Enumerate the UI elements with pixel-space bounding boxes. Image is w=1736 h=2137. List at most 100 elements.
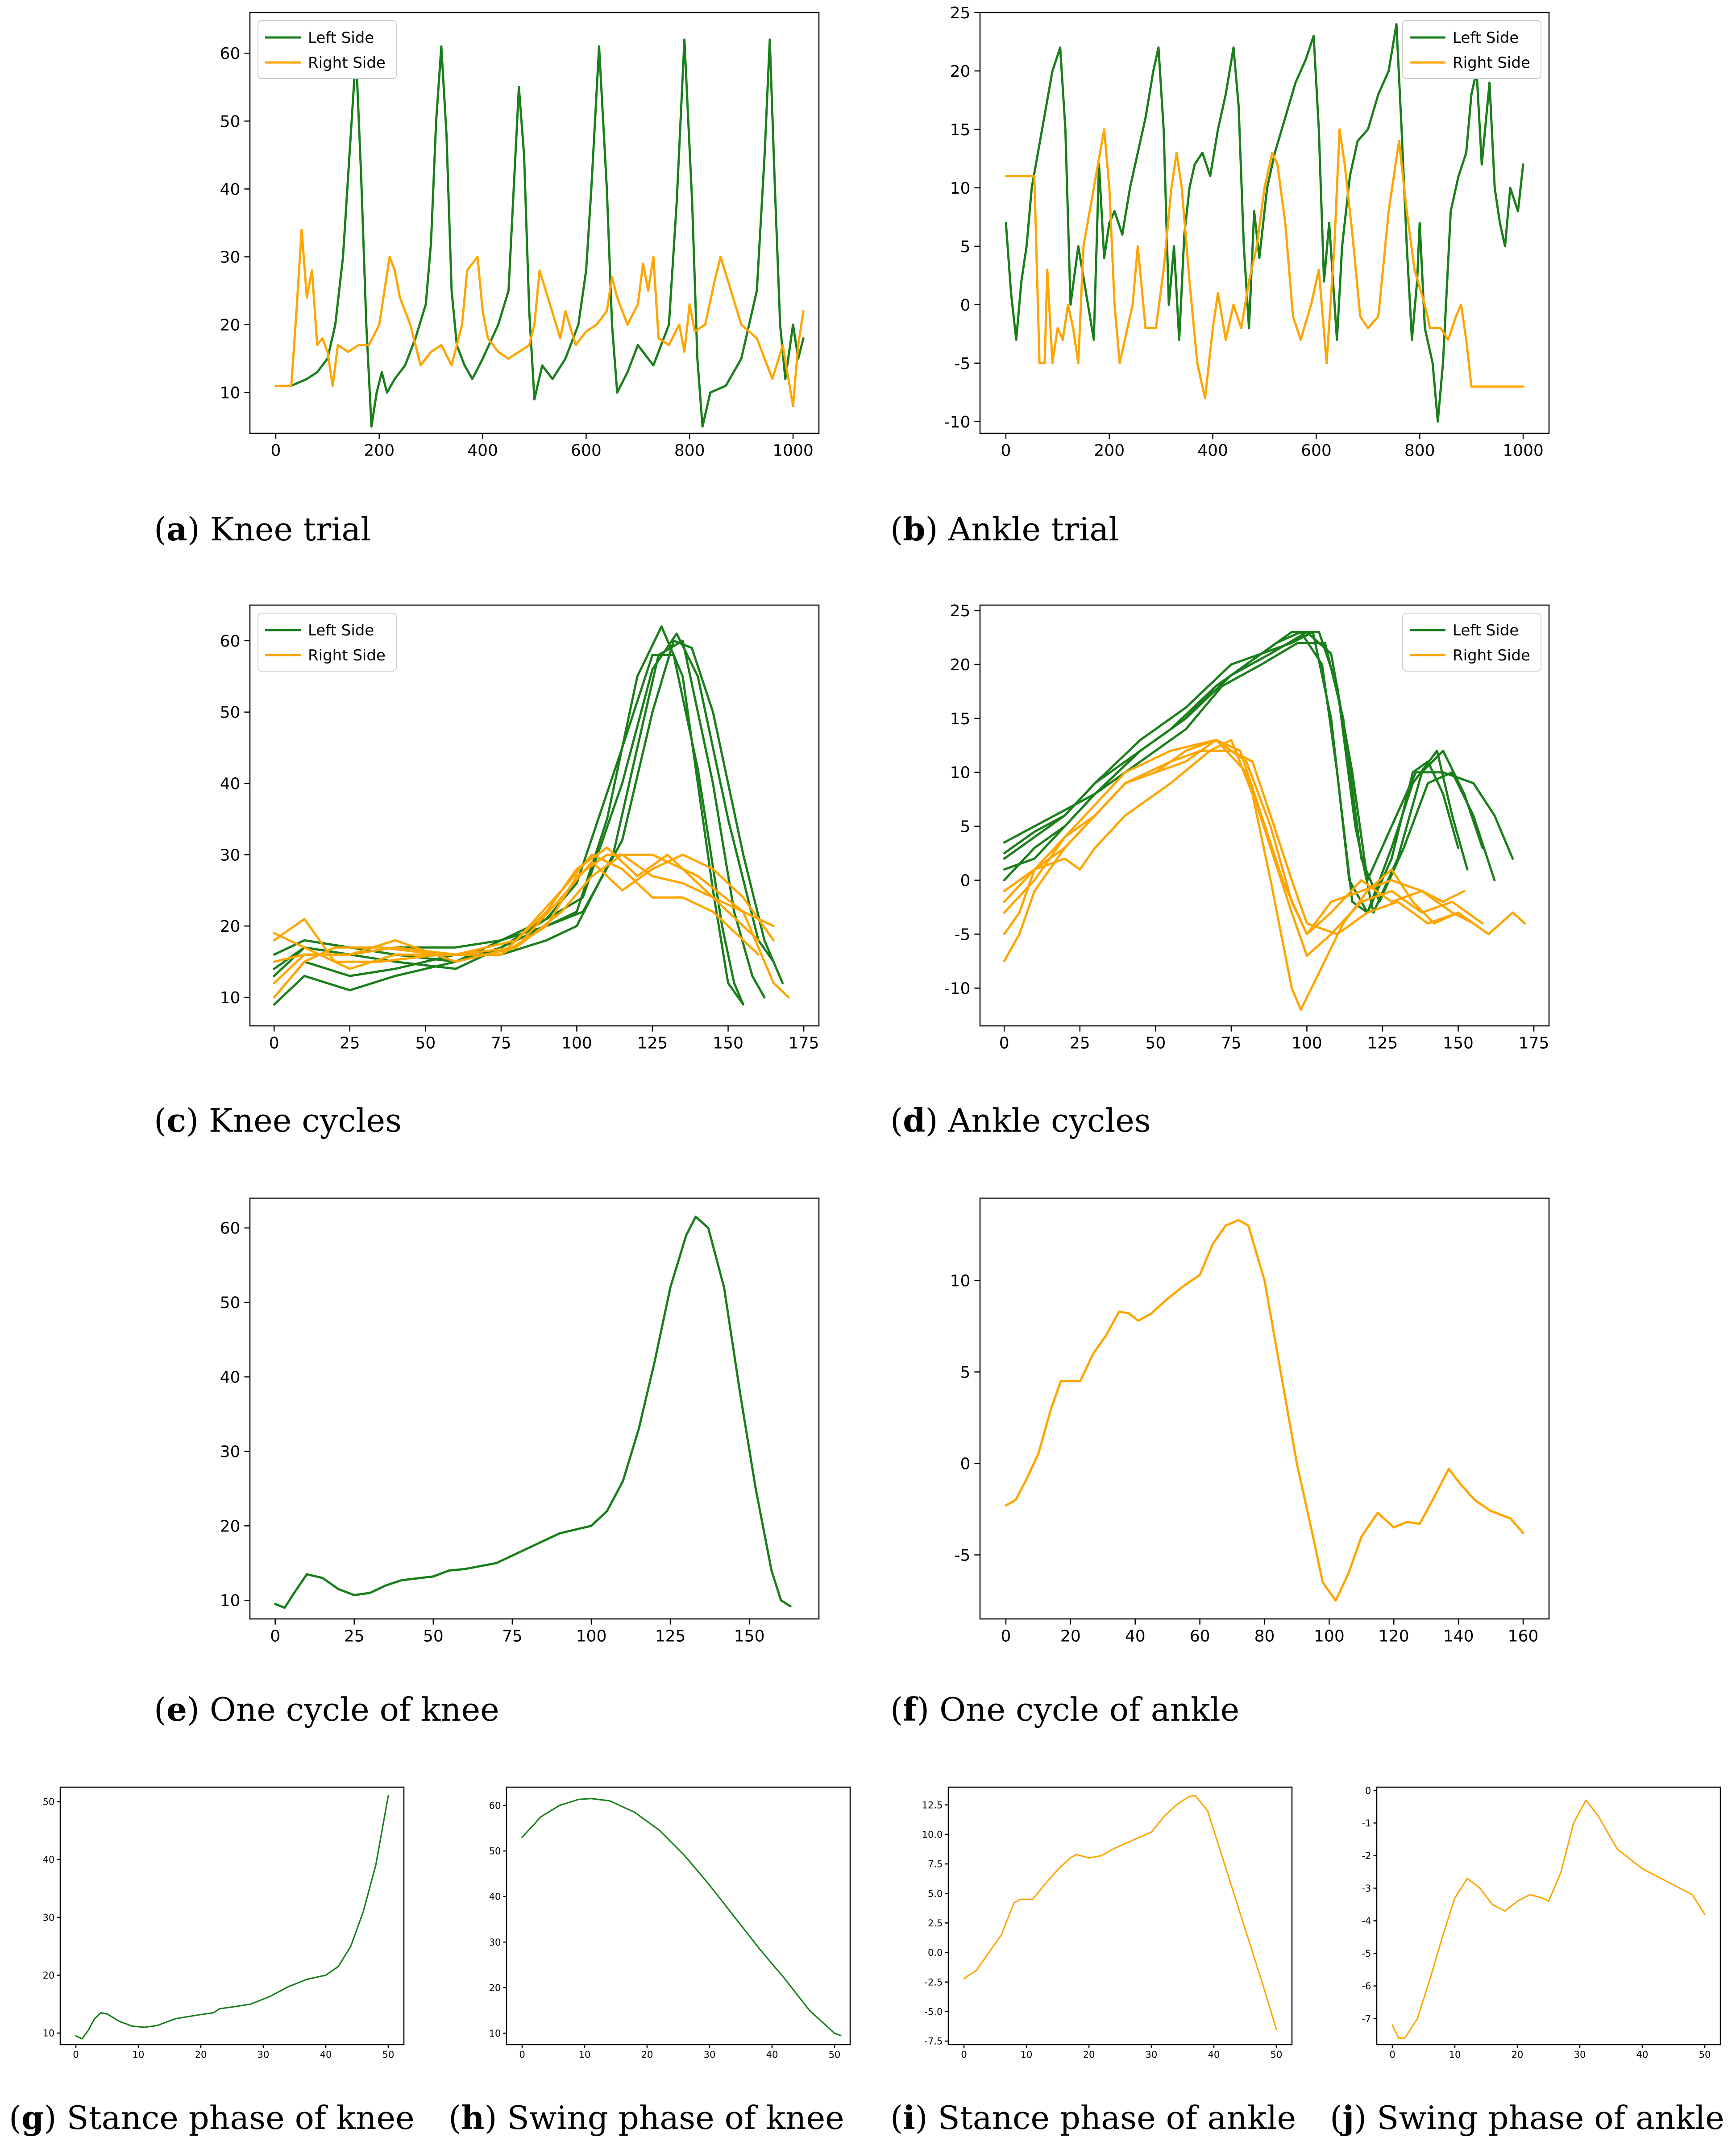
y-tick-label: 5: [960, 238, 970, 256]
chart-j: 0 10 20 30 40 50 -7 -6 -5 -4 -3 -2 -1 0: [1362, 1785, 1721, 2060]
caption-h: (h) Swing phase of knee: [449, 2099, 844, 2137]
y-tick-label: 0.0: [928, 1947, 943, 1958]
y-tick-label: 12.5: [922, 1800, 943, 1810]
caption-g: (g) Stance phase of knee: [9, 2099, 415, 2137]
x-tick-label: 30: [704, 2049, 716, 2060]
y-tick-label: -4: [1362, 1916, 1371, 1926]
y-tick-label: 50: [220, 1294, 241, 1312]
series-line-right-side: [1003, 749, 1526, 935]
x-tick-label: 0: [73, 2049, 79, 2060]
caption-text: Knee trial: [210, 510, 371, 548]
x-tick-label: 200: [1094, 441, 1125, 460]
y-tick-label: 20: [220, 1517, 241, 1535]
x-tick-label: 40: [1636, 2049, 1649, 2060]
y-tick-label: -7.5: [924, 2036, 943, 2047]
y-tick-label: 25: [950, 4, 971, 22]
caption-letter: i: [903, 2099, 915, 2137]
caption-letter: h: [461, 2099, 485, 2137]
y-tick-label: 60: [489, 1800, 501, 1811]
x-tick-label: 125: [1367, 1034, 1398, 1052]
y-tick-label: 10: [950, 179, 971, 198]
x-tick-label: 60: [1190, 1627, 1210, 1645]
y-tick-label: -5: [1362, 1948, 1371, 1959]
x-tick-label: 80: [1254, 1627, 1275, 1645]
series-line-right-side: [1003, 739, 1484, 957]
x-tick-label: 75: [502, 1627, 523, 1645]
chart-f: 0 20 40 60 80 100 120 140 160 -5 0 5 10: [950, 1197, 1550, 1645]
y-tick-label: 40: [220, 180, 241, 199]
x-tick-label: 75: [1221, 1034, 1242, 1052]
series-line-left-side: [274, 1216, 792, 1609]
y-tick-label: 40: [43, 1855, 55, 1865]
series-line-left-side: [521, 1797, 842, 2037]
x-tick-label: 25: [1070, 1034, 1090, 1052]
x-tick-label: 40: [320, 2049, 332, 2060]
series-line-left-side: [1003, 631, 1514, 882]
x-tick-label: 50: [1145, 1034, 1166, 1052]
caption-letter: f: [903, 1690, 917, 1728]
caption-text: Stance phase of knee: [66, 2099, 415, 2137]
caption-a: (a) Knee trial: [154, 510, 371, 548]
y-tick-label: 20: [43, 1970, 55, 1981]
caption-text: Ankle trial: [948, 510, 1119, 548]
series-line-right-side: [274, 228, 805, 407]
legend: Left Side Right Side: [257, 613, 397, 672]
caption-text: Swing phase of knee: [507, 2099, 844, 2137]
y-tick-label: 0: [960, 1455, 970, 1473]
x-tick-label: 1000: [772, 441, 814, 460]
y-tick-label: 20: [489, 1983, 501, 1993]
series-line-right-side: [1391, 1799, 1706, 2039]
y-tick-label: -10: [944, 979, 971, 998]
y-tick-label: -1: [1362, 1818, 1371, 1829]
y-tick-label: 20: [950, 62, 971, 81]
caption-c: (c) Knee cycles: [154, 1101, 402, 1139]
y-tick-label: -2.5: [924, 1977, 943, 1988]
x-tick-label: 50: [1271, 2049, 1283, 2060]
series-line-right-side: [273, 853, 760, 970]
y-tick-label: 10: [950, 1272, 971, 1290]
x-tick-label: 20: [641, 2049, 653, 2060]
y-tick-label: 30: [43, 1912, 55, 1923]
plot-area: [506, 1786, 851, 2046]
y-tick-label: -7: [1362, 2013, 1371, 2024]
y-tick-label: 5: [960, 818, 970, 836]
caption-letter: d: [903, 1101, 926, 1139]
y-tick-label: 50: [43, 1797, 55, 1807]
series-line-right-side: [273, 853, 790, 999]
y-tick-label: 15: [950, 121, 971, 139]
legend-label: Left Side: [1453, 622, 1519, 639]
legend: Left Side Right Side: [1402, 20, 1541, 79]
chart-h: 0 10 20 30 40 50 10 20 30 40 50 60: [489, 1786, 851, 2060]
series-line-left-side: [273, 625, 744, 1006]
x-tick-label: 0: [519, 2049, 525, 2060]
series-line-left-side: [274, 38, 805, 428]
plot-area: [249, 1197, 820, 1620]
chart-i: 0 10 20 30 40 50 -7.5 -5.0 -2.5 0.0 2.5 5.0 7.5 10.0 1…: [922, 1786, 1293, 2060]
y-tick-label: 5.0: [928, 1888, 943, 1899]
x-tick-label: 800: [1404, 441, 1435, 460]
x-tick-label: 20: [1060, 1627, 1081, 1645]
y-tick-label: 0: [1365, 1785, 1371, 1796]
x-tick-label: 1000: [1503, 441, 1544, 460]
x-tick-label: 100: [576, 1627, 607, 1645]
chart-b: 0 200 400 600 800 1000 -10 -5 0 5 10 15 20 25 Left Sid…: [944, 4, 1550, 460]
caption-letter: j: [1342, 2099, 1354, 2137]
caption-i: (i) Stance phase of ankle: [890, 2099, 1296, 2137]
plot-area: [979, 1197, 1550, 1620]
y-tick-label: 10: [489, 2028, 501, 2039]
y-tick-label: -2: [1362, 1851, 1371, 1861]
y-tick-label: 40: [220, 775, 241, 793]
y-tick-label: -5: [954, 925, 970, 944]
x-tick-label: 400: [467, 441, 498, 460]
series-line-right-side: [273, 853, 775, 984]
legend-label: Left Side: [1453, 29, 1519, 47]
series-line-right-side: [273, 853, 775, 963]
x-tick-label: 50: [1699, 2049, 1711, 2060]
caption-text: One cycle of knee: [209, 1691, 499, 1728]
y-tick-label: 25: [950, 602, 971, 620]
x-tick-label: 150: [713, 1034, 743, 1052]
y-tick-label: 30: [489, 1937, 501, 1948]
y-tick-label: 0: [960, 872, 970, 890]
series-line-right-side: [1005, 1219, 1524, 1602]
legend: Left Side Right Side: [1402, 613, 1541, 672]
